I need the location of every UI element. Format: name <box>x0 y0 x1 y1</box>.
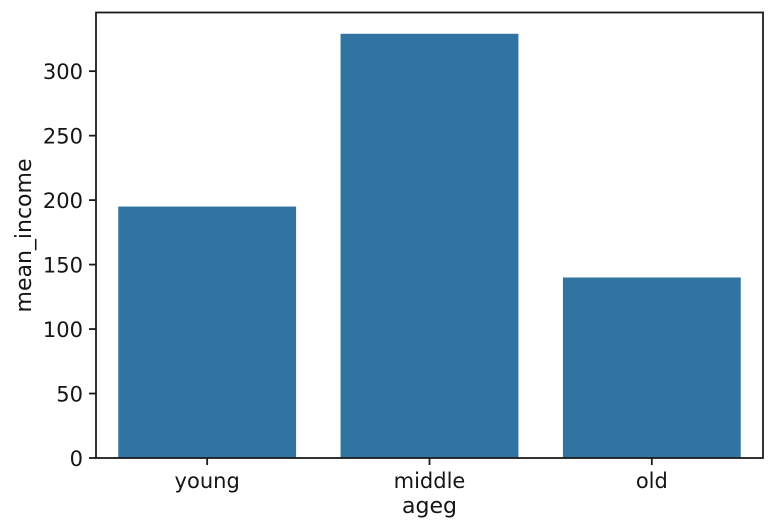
x-axis-label: ageg <box>402 494 457 519</box>
x-tick-label: young <box>175 469 240 493</box>
x-tick-label: old <box>636 469 668 493</box>
y-axis-ticks: 0 50 100 150 200 250 300 <box>43 60 96 471</box>
bar-old <box>562 277 741 458</box>
bar-young <box>118 206 297 458</box>
y-tick-label: 200 <box>43 189 83 213</box>
x-axis-ticks: young middle old <box>175 458 668 493</box>
y-tick-label: 300 <box>43 60 83 84</box>
bars-group <box>118 33 741 458</box>
x-tick-label: middle <box>394 469 466 493</box>
y-tick-label: 150 <box>43 254 83 278</box>
y-tick-label: 0 <box>70 447 83 471</box>
y-tick-label: 50 <box>56 383 83 407</box>
bar-middle <box>340 33 519 458</box>
y-tick-label: 100 <box>43 318 83 342</box>
y-axis-label: mean_income <box>12 159 37 313</box>
y-tick-label: 250 <box>43 125 83 149</box>
